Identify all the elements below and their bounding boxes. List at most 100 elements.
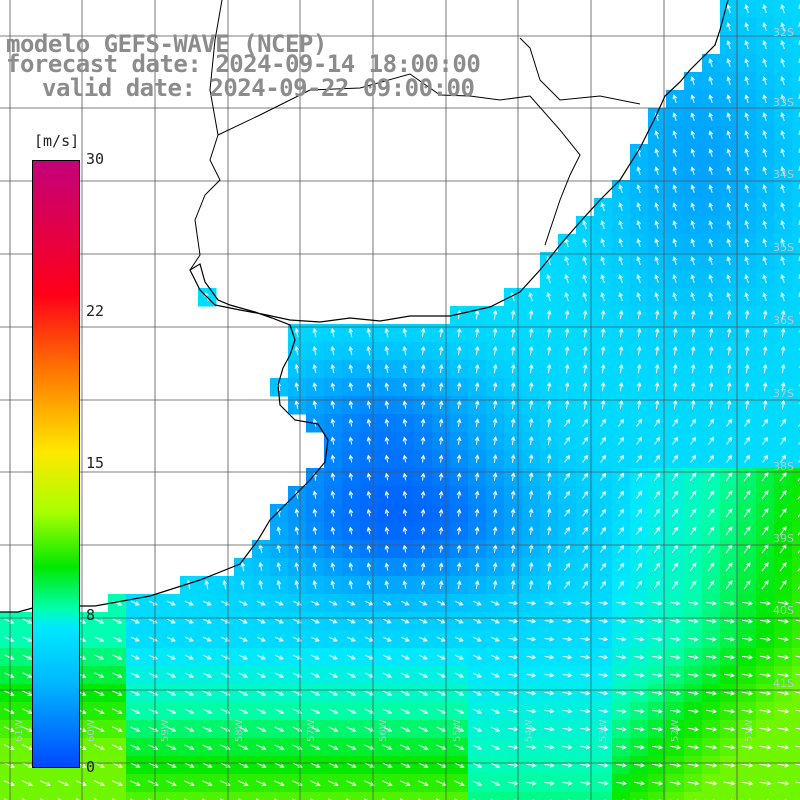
wind-vector	[795, 745, 800, 748]
wind-vector	[636, 363, 642, 374]
wind-vector	[708, 148, 714, 157]
wind-vector	[564, 363, 570, 374]
wind-vector	[690, 220, 696, 229]
wind-vector	[510, 490, 516, 499]
wind-vector	[546, 507, 552, 518]
wind-vector	[598, 654, 609, 660]
lon-label: 59W	[160, 719, 171, 742]
wind-vector	[744, 3, 749, 14]
wind-speed-cell	[594, 792, 613, 800]
wind-vector	[366, 345, 372, 356]
wind-vector	[618, 237, 623, 248]
wind-vector	[726, 166, 732, 175]
wind-vector	[204, 579, 210, 590]
wind-vector	[777, 654, 790, 660]
wind-vector	[672, 220, 678, 229]
wind-vector	[21, 780, 33, 786]
wind-vector	[130, 726, 141, 732]
wind-vector	[546, 381, 552, 392]
wind-vector	[418, 690, 429, 696]
wind-vector	[777, 708, 790, 714]
wind-vector	[183, 780, 195, 786]
wind-vector	[4, 708, 15, 714]
wind-vector	[492, 454, 498, 463]
wind-vector	[328, 600, 338, 606]
wind-speed-cell	[792, 270, 800, 289]
wind-vector	[726, 3, 731, 14]
wind-vector	[436, 636, 446, 642]
wind-vector	[382, 618, 392, 624]
wind-vector	[654, 345, 660, 356]
wind-vector	[384, 345, 390, 356]
wind-vector	[705, 672, 718, 678]
wind-vector	[582, 255, 587, 266]
wind-vector	[600, 274, 605, 284]
wind-vector	[130, 672, 141, 678]
wind-vector	[402, 436, 408, 445]
wind-vector	[184, 726, 195, 732]
wind-vector	[726, 58, 732, 68]
wind-vector	[798, 456, 800, 463]
wind-vector	[707, 508, 715, 518]
wind-vector	[346, 708, 357, 714]
wind-vector	[436, 708, 447, 714]
wind-vector	[400, 618, 410, 624]
wind-vector	[330, 363, 336, 374]
wind-vector	[526, 636, 537, 642]
wind-vector	[364, 744, 375, 750]
wind-vector	[726, 40, 731, 50]
wind-vector	[779, 490, 787, 500]
wind-vector	[723, 690, 736, 696]
wind-vector	[526, 780, 537, 786]
wind-vector	[438, 526, 444, 535]
wind-vector	[564, 544, 571, 553]
wind-vector	[726, 238, 732, 247]
wind-vector	[384, 400, 390, 409]
wind-vector	[618, 327, 624, 338]
wind-vector	[600, 580, 607, 589]
wind-vector	[256, 618, 266, 624]
wind-vector	[166, 690, 177, 696]
border-path	[519, 37, 641, 105]
wind-vector	[762, 130, 768, 140]
wind-vector	[759, 690, 772, 696]
wind-vector	[294, 526, 300, 535]
wind-vector	[346, 726, 357, 732]
wind-vector	[564, 291, 569, 302]
wind-vector	[582, 472, 589, 481]
wind-vector	[490, 780, 501, 786]
title-valid-date: valid date: 2024-09-22 09:00:00	[42, 74, 475, 102]
wind-vector	[402, 400, 408, 409]
wind-vector	[546, 471, 552, 482]
wind-vector	[741, 744, 754, 750]
wind-vector	[384, 382, 390, 391]
wind-vector	[93, 798, 103, 800]
wind-vector	[762, 381, 768, 392]
wind-vector	[454, 690, 465, 696]
wind-vector	[743, 472, 751, 482]
wind-vector	[292, 600, 302, 606]
wind-vector	[420, 454, 426, 463]
wind-vector	[762, 238, 767, 248]
wind-vector	[600, 256, 605, 266]
wind-vector	[328, 762, 339, 768]
wind-vector	[636, 220, 642, 230]
wind-vector	[726, 363, 732, 374]
wind-speed-cell	[612, 792, 631, 800]
wind-vector	[492, 363, 498, 374]
wind-vector	[600, 472, 607, 481]
wind-vector	[274, 618, 284, 624]
wind-speed-cell	[792, 792, 800, 800]
wind-vector	[366, 400, 372, 409]
wind-vector	[328, 636, 338, 642]
wind-vector	[744, 436, 751, 445]
wind-vector	[21, 744, 33, 750]
wind-vector	[330, 472, 336, 481]
wind-vector	[708, 202, 714, 211]
wind-vector	[672, 363, 678, 374]
wind-vector	[618, 508, 625, 517]
wind-vector	[708, 238, 714, 247]
title-forecast-date: forecast date: 2024-09-14 18:00:00	[6, 50, 481, 78]
wind-vector	[689, 562, 697, 572]
wind-vector	[725, 490, 733, 500]
